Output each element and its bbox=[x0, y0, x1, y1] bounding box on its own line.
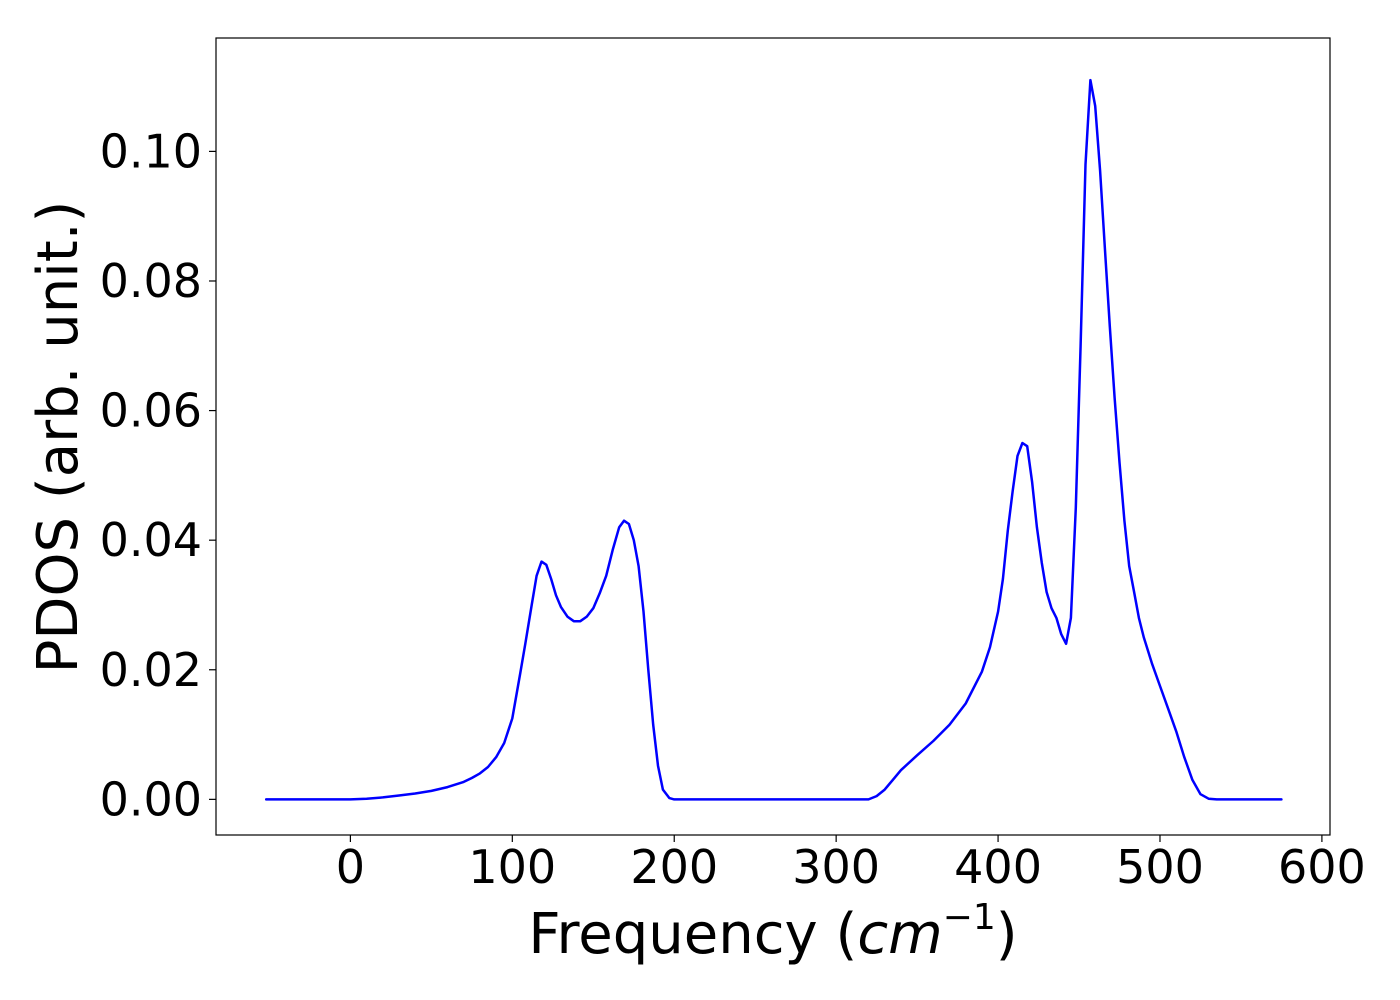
x-tick-label: 400 bbox=[954, 840, 1042, 894]
y-tick-label: 0.10 bbox=[100, 124, 202, 178]
y-axis-label: PDOS (arb. unit.) bbox=[26, 201, 91, 674]
y-tick-label: 0.04 bbox=[100, 513, 202, 567]
x-tick-label: 500 bbox=[1116, 840, 1204, 894]
x-axis-unit-exponent: −1 bbox=[943, 897, 996, 938]
y-tick-label: 0.06 bbox=[100, 384, 202, 438]
x-axis-ticks: 0 100 200 300 400 500 600 bbox=[336, 835, 1366, 894]
x-tick-label: 0 bbox=[336, 840, 365, 894]
x-axis-label: Frequency (cm−1) bbox=[528, 897, 1017, 967]
plot-frame bbox=[215, 37, 1331, 836]
pdos-series-line bbox=[264, 78, 1283, 801]
x-tick-label: 600 bbox=[1278, 840, 1366, 894]
y-axis-ticks: 0.00 0.02 0.04 0.06 0.08 0.10 bbox=[100, 124, 216, 826]
y-tick-label: 0.00 bbox=[100, 772, 202, 826]
y-tick-label: 0.02 bbox=[100, 643, 202, 697]
x-tick-label: 100 bbox=[468, 840, 556, 894]
x-tick-label: 300 bbox=[792, 840, 880, 894]
x-tick-label: 200 bbox=[630, 840, 718, 894]
y-tick-label: 0.08 bbox=[100, 254, 202, 308]
x-axis-unit-base: cm bbox=[857, 902, 942, 967]
